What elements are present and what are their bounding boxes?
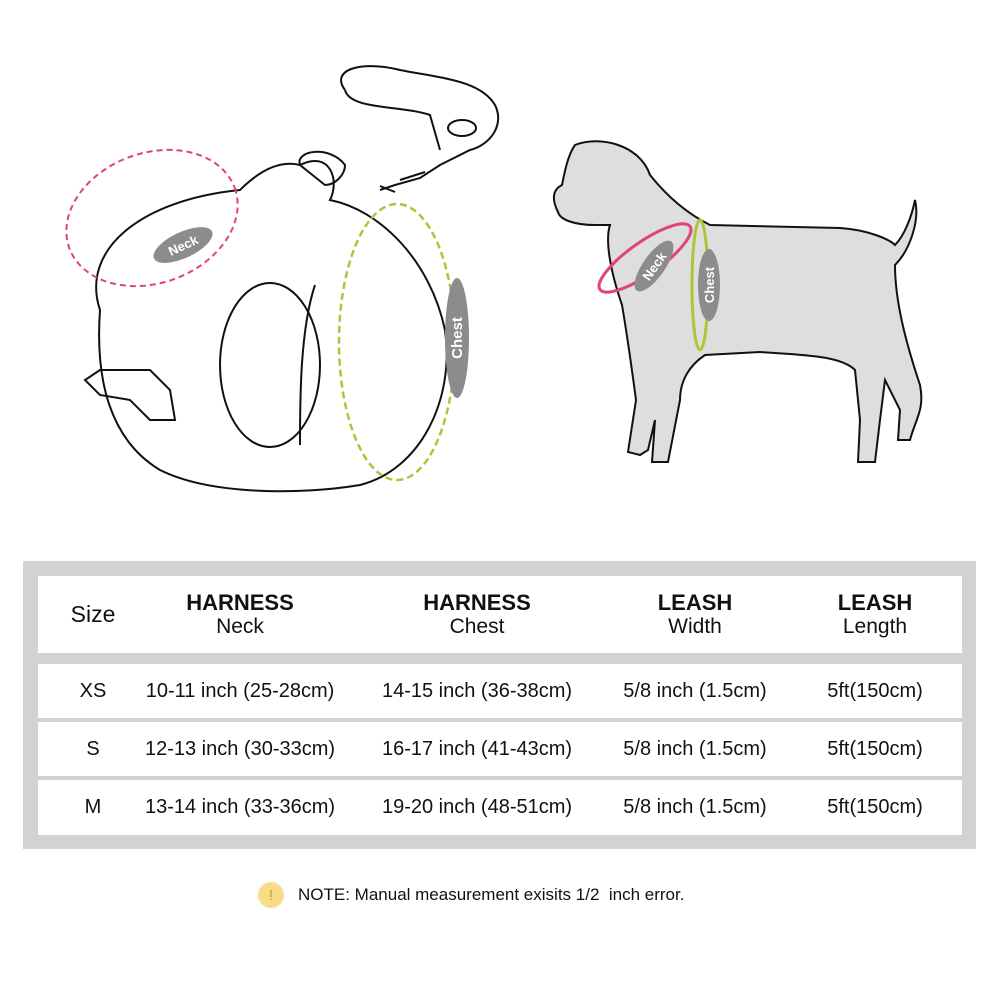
cell-chest: 19-20 inch (48-51cm) [381, 796, 573, 818]
header-title: HARNESS [423, 589, 531, 615]
table-row: S 12-13 inch (30-33cm) 16-17 inch (41-43… [38, 722, 962, 776]
size-table: Size HARNESS Neck HARNESS Chest LEASH Width… [23, 561, 976, 849]
dog-chest-pill [698, 249, 720, 321]
cell-size: XS [79, 679, 107, 702]
header-size: Size [71, 576, 116, 653]
note-text: NOTE: Manual measurement exisits 1/2 inc… [298, 885, 685, 904]
cell-width: 5/8 inch (1.5cm) [623, 679, 767, 702]
header-title: LEASH [837, 589, 913, 615]
header-sub: Neck [216, 614, 264, 638]
harness-chest-ring [337, 202, 457, 482]
dog-chest-label: Chest [702, 266, 717, 303]
dog-silhouette [552, 140, 923, 463]
cell-neck: 10-11 inch (25-28cm) [145, 679, 335, 702]
cell-neck: 12-13 inch (30-33cm) [144, 737, 336, 760]
cell-width: 5/8 inch (1.5cm) [623, 796, 767, 818]
warning-icon: ! [258, 882, 284, 908]
header-harness-neck: HARNESS Neck [186, 576, 294, 653]
cell-chest: 14-15 inch (36-38cm) [381, 679, 573, 702]
header-sub: Width [668, 614, 722, 638]
header-title: HARNESS [186, 589, 294, 615]
measurement-note: ! NOTE: Manual measurement exisits 1/2 i… [258, 882, 684, 908]
cell-size: M [84, 796, 102, 818]
header-sub: Chest [449, 614, 505, 638]
cell-width: 5/8 inch (1.5cm) [623, 737, 767, 760]
cell-length: 5ft(150cm) [827, 679, 923, 702]
harness-neck-pill [153, 227, 213, 263]
header-leash-width: LEASH Width [658, 576, 733, 653]
leash-drawing [340, 65, 500, 193]
header-harness-chest: HARNESS Chest [423, 576, 531, 653]
cell-length: 5ft(150cm) [827, 737, 923, 760]
harness-neck-ring [65, 148, 239, 288]
table-row: M 13-14 inch (33-36cm) 19-20 inch (48-51… [38, 780, 962, 835]
table-header: Size HARNESS Neck HARNESS Chest LEASH Width… [38, 576, 962, 653]
cell-chest: 16-17 inch (41-43cm) [381, 737, 573, 760]
header-title: LEASH [657, 589, 733, 615]
dog-neck-pill [634, 240, 674, 292]
table-row: XS 10-11 inch (25-28cm) 14-15 inch (36-3… [38, 664, 962, 718]
product-illustration: Neck Chest Neck Chest [65, 65, 923, 493]
header-leash-length: LEASH Length [838, 576, 913, 653]
header-sub: Length [842, 614, 908, 638]
cell-length: 5ft(150cm) [827, 796, 923, 818]
cell-size: S [86, 737, 100, 760]
cell-neck: 13-14 inch (33-36cm) [144, 796, 336, 818]
header-title: Size [70, 601, 116, 627]
harness-drawing [83, 150, 448, 493]
harness-chest-pill [445, 278, 469, 398]
harness-chest-label: Chest [449, 317, 466, 359]
